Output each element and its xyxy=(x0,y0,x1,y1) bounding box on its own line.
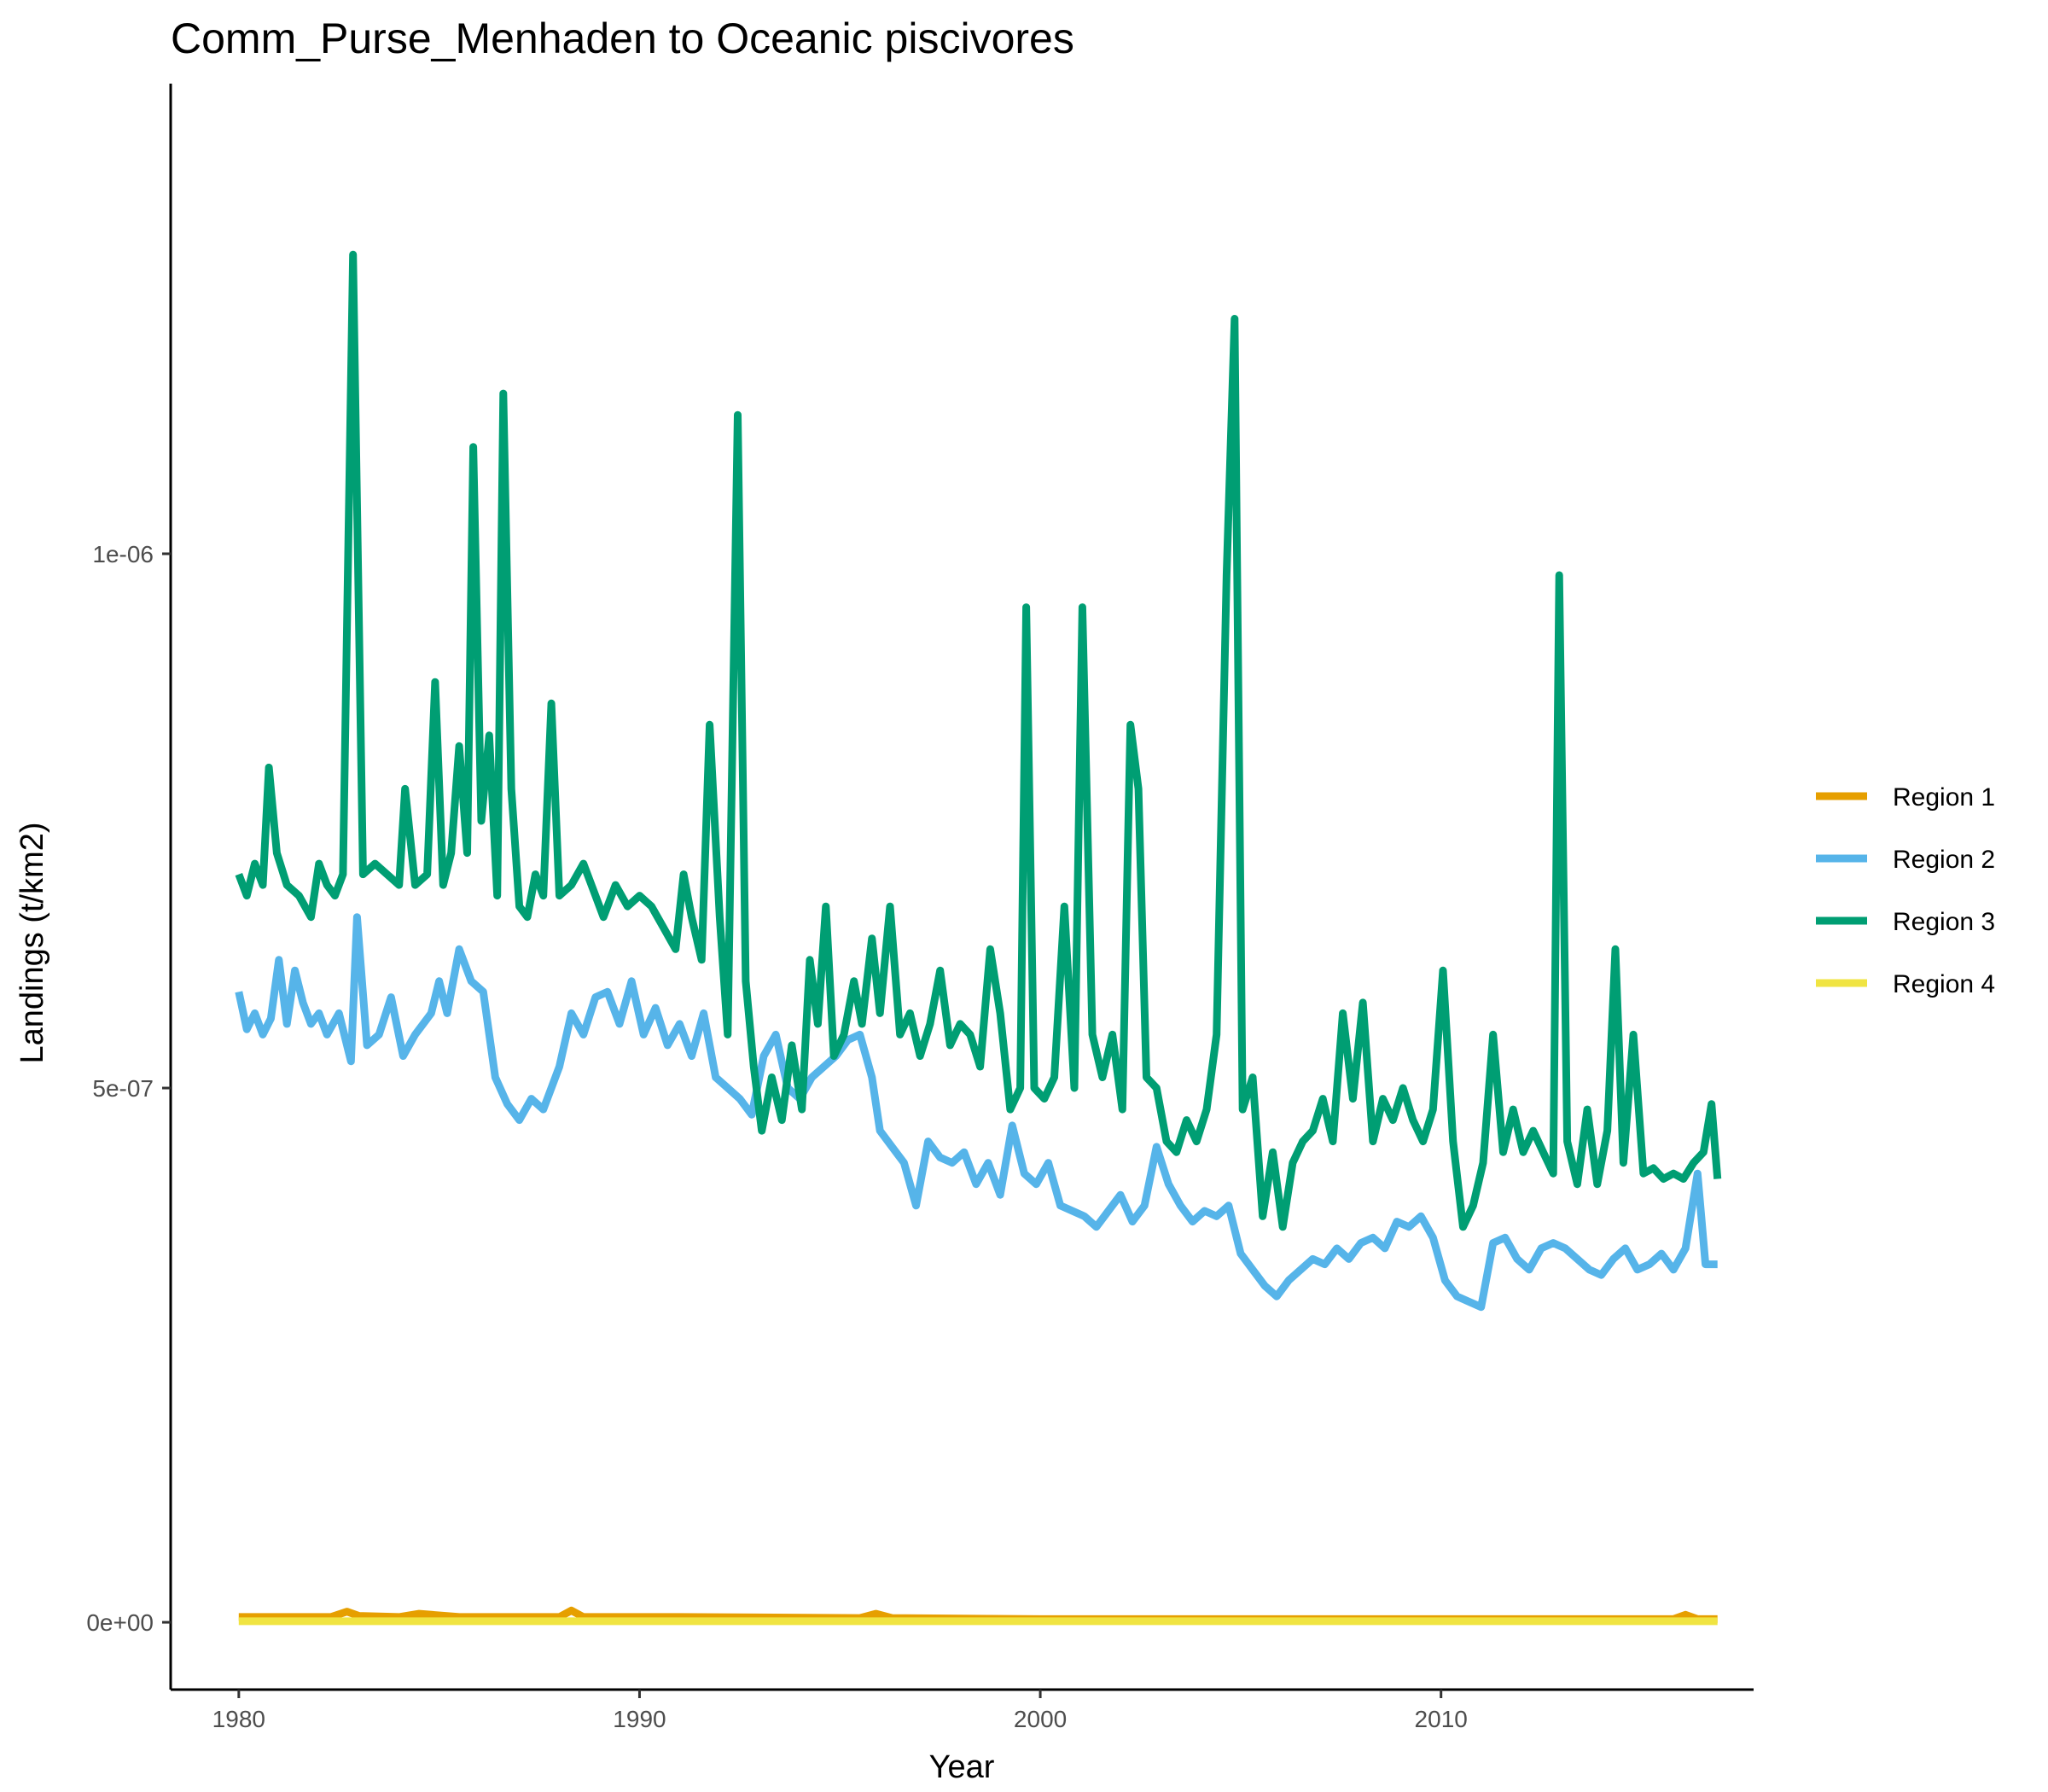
legend: Region 1 Region 2 Region 3 Region 4 xyxy=(1816,783,1995,998)
legend-label: Region 3 xyxy=(1893,908,1995,936)
chart-title: Comm_Purse_Menhaden to Oceanic piscivore… xyxy=(171,15,1074,62)
x-axis-ticks: 1980 1990 2000 2010 xyxy=(212,1690,1468,1732)
x-tick-label: 2000 xyxy=(1014,1706,1067,1732)
x-tick-label: 1980 xyxy=(212,1706,265,1732)
y-tick-label: 1e-06 xyxy=(92,541,154,567)
y-axis-ticks: 0e+00 5e-07 1e-06 xyxy=(86,541,171,1636)
x-tick-label: 2010 xyxy=(1415,1706,1468,1732)
legend-label: Region 1 xyxy=(1893,783,1995,812)
x-tick-label: 1990 xyxy=(613,1706,666,1732)
series-line-region-2 xyxy=(235,913,1718,1312)
y-axis-title: Landings (t/km2) xyxy=(15,822,50,1063)
legend-label: Region 2 xyxy=(1893,846,1995,874)
legend-item: Region 4 xyxy=(1816,970,1995,998)
legend-label: Region 4 xyxy=(1893,970,1995,998)
series-line-region-3 xyxy=(235,250,1722,1231)
series-layer xyxy=(235,250,1722,1626)
legend-item: Region 2 xyxy=(1816,846,1995,874)
x-axis-title: Year xyxy=(929,1749,995,1785)
legend-item: Region 3 xyxy=(1816,908,1995,936)
y-tick-label: 5e-07 xyxy=(92,1075,154,1102)
y-tick-label: 0e+00 xyxy=(86,1609,154,1636)
legend-item: Region 1 xyxy=(1816,783,1995,812)
